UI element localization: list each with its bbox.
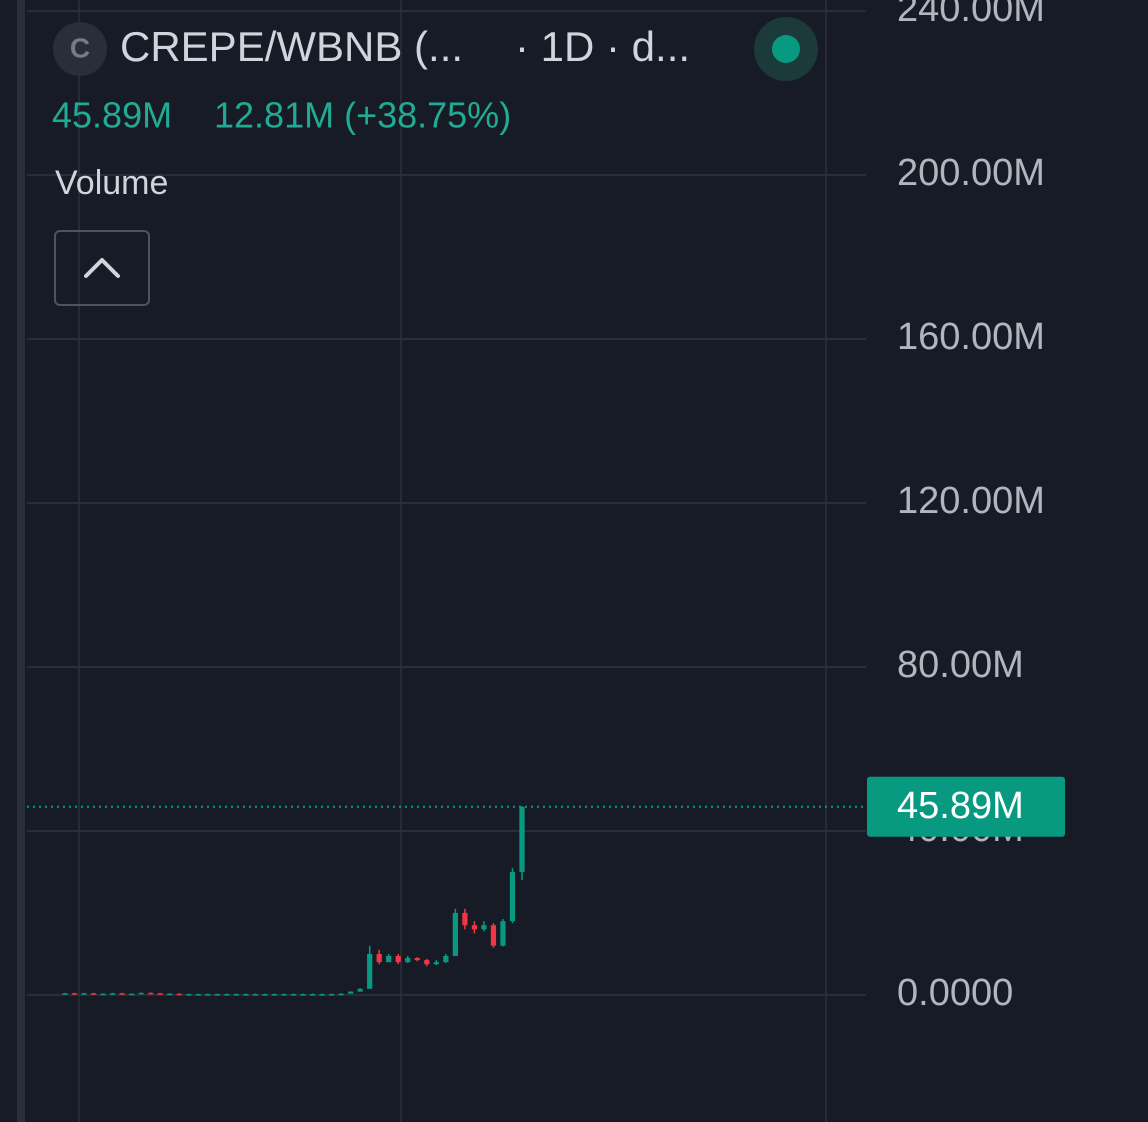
candle-body	[243, 994, 249, 996]
candle-body	[328, 994, 335, 996]
candle-body	[481, 925, 487, 930]
candle-body	[81, 993, 87, 995]
candle-body	[509, 871, 516, 922]
chart-subtitle: · 1D · d...	[515, 23, 690, 70]
candle-body	[195, 994, 201, 996]
candle-body	[290, 994, 297, 996]
candle-body	[157, 993, 163, 995]
y-tick-label: 160.00M	[897, 316, 1045, 358]
scroll-bar	[17, 0, 25, 1122]
last-price: 45.89M	[27, 776, 1065, 837]
candle-body	[214, 994, 220, 996]
candle-body	[376, 953, 382, 963]
candle-body	[90, 993, 97, 995]
candle-body	[500, 921, 506, 946]
candle-body	[281, 994, 287, 996]
y-tick-label: 240.00M	[897, 0, 1045, 30]
candle-body	[357, 988, 363, 992]
candle-body	[319, 994, 325, 996]
candle-body	[367, 953, 373, 989]
candle-body	[348, 991, 354, 994]
candle-body	[433, 962, 439, 965]
candle-body	[233, 994, 239, 996]
y-tick-label: 120.00M	[897, 480, 1045, 522]
candle-body	[271, 994, 278, 996]
y-tick-label: 0.0000	[897, 972, 1013, 1014]
chart-title: CREPE/WBNB (...	[120, 23, 463, 70]
candle-body	[519, 806, 525, 872]
candle-body	[338, 993, 344, 996]
candle-body	[490, 925, 497, 946]
candle-body	[424, 960, 430, 965]
candle-body	[100, 993, 106, 996]
candle-body	[186, 994, 192, 996]
y-tick-label: 80.00M	[897, 644, 1024, 686]
candle-body	[138, 992, 144, 995]
candle-body	[167, 993, 173, 996]
candle-body	[109, 993, 116, 995]
symbol-icon-letter: C	[70, 32, 90, 63]
candle-body	[205, 994, 211, 996]
candle-body	[405, 958, 411, 963]
candle-body	[224, 994, 230, 996]
candle-body	[386, 955, 392, 963]
status-dot	[772, 35, 800, 63]
volume-change: 12.81M (+38.75%)	[214, 95, 511, 136]
candle-body	[176, 993, 182, 996]
candle-body	[129, 993, 135, 996]
candle-body	[443, 955, 449, 963]
last-price-box	[867, 776, 1065, 837]
last-volume: 45.89M	[52, 95, 172, 136]
candle-body	[471, 925, 478, 930]
candle-body	[71, 993, 78, 995]
indicator-label: Volume	[55, 164, 168, 202]
candle-body	[414, 958, 420, 961]
candle-body	[62, 993, 68, 995]
candle-body	[395, 955, 401, 963]
candle-body	[252, 994, 259, 996]
candle-body	[148, 992, 154, 995]
candle-body	[119, 993, 125, 995]
candles	[62, 806, 525, 996]
chevron-up-icon	[84, 258, 120, 278]
candle-body	[462, 912, 468, 926]
collapse-button[interactable]	[54, 230, 150, 306]
candle-body	[452, 912, 458, 956]
candle-body	[300, 994, 306, 996]
candle-body	[309, 994, 316, 996]
last-price-label: 45.89M	[897, 785, 1024, 827]
y-tick-label: 200.00M	[897, 152, 1045, 194]
legend-header: C CREPE/WBNB (... · 1D · d... 45.89M 12.…	[52, 17, 818, 306]
candle-body	[262, 994, 268, 996]
symbol-icon	[53, 22, 107, 76]
